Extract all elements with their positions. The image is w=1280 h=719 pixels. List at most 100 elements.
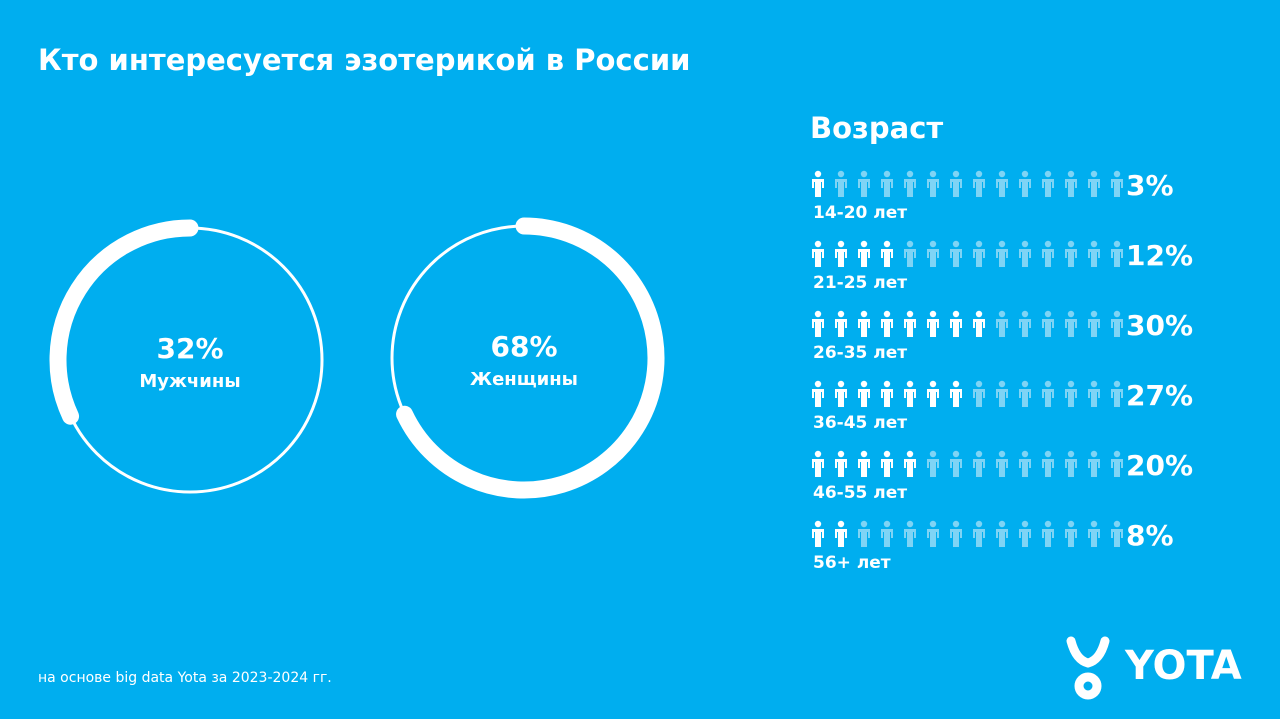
person-icon-head xyxy=(998,450,1006,458)
person-icon-body xyxy=(1042,249,1054,267)
person-icon-head xyxy=(998,240,1006,248)
person-icon-body xyxy=(950,459,962,477)
person-icon-head xyxy=(1044,170,1052,178)
person-icon-body xyxy=(973,179,985,197)
person-icon-body xyxy=(1111,249,1123,267)
page-title: Кто интересуется эзотерикой в России xyxy=(38,43,690,77)
person-icon-head xyxy=(975,380,983,388)
person-icon-body xyxy=(996,179,1008,197)
person-icon-body xyxy=(812,249,824,267)
person-icon-body xyxy=(812,389,824,407)
person-icon-body xyxy=(812,179,824,197)
person-icon-head xyxy=(1021,380,1029,388)
person-icon-body xyxy=(904,529,916,547)
person-icon-body xyxy=(1019,529,1031,547)
person-icon-body xyxy=(1111,529,1123,547)
person-icon-body xyxy=(904,249,916,267)
person-icon-head xyxy=(1021,450,1029,458)
person-icon-body xyxy=(812,319,824,337)
person-icon-body xyxy=(996,529,1008,547)
age-label: 46-55 лет xyxy=(813,483,907,503)
person-icon-head xyxy=(814,240,822,248)
age-label: 14-20 лет xyxy=(813,203,907,223)
person-icon-body xyxy=(1042,179,1054,197)
person-icon-head xyxy=(929,170,937,178)
person-icon-head xyxy=(998,380,1006,388)
person-icon-head xyxy=(837,240,845,248)
person-icon-head xyxy=(1090,240,1098,248)
person-icon-body xyxy=(1019,389,1031,407)
person-icon-body xyxy=(858,249,870,267)
person-icon-head xyxy=(906,240,914,248)
person-icon-body xyxy=(812,529,824,547)
person-icon-head xyxy=(929,380,937,388)
person-icon-head xyxy=(929,310,937,318)
person-icon-head xyxy=(1090,450,1098,458)
person-icon-body xyxy=(835,459,847,477)
person-icon-body xyxy=(950,179,962,197)
donut-value-label: 68% xyxy=(490,330,557,363)
person-icon-body xyxy=(1065,319,1077,337)
person-icon-head xyxy=(952,520,960,528)
person-icon-head xyxy=(906,520,914,528)
age-label: 21-25 лет xyxy=(813,273,907,293)
person-icon-body xyxy=(1111,319,1123,337)
person-icon-head xyxy=(1021,240,1029,248)
person-icon-head xyxy=(1067,520,1075,528)
person-icon-head xyxy=(1090,520,1098,528)
person-icon-body xyxy=(1019,319,1031,337)
person-icon-head xyxy=(952,450,960,458)
person-icon-head xyxy=(929,450,937,458)
person-icon-head xyxy=(860,520,868,528)
person-icon-body xyxy=(996,249,1008,267)
person-icon-body xyxy=(1088,459,1100,477)
person-icon-head xyxy=(814,380,822,388)
person-icon-head xyxy=(883,520,891,528)
person-icon-head xyxy=(906,450,914,458)
person-icon-body xyxy=(1019,459,1031,477)
person-icon-body xyxy=(996,459,1008,477)
person-icon-body xyxy=(1088,389,1100,407)
person-icon-body xyxy=(904,319,916,337)
person-icon-body xyxy=(950,319,962,337)
person-icon-body xyxy=(858,389,870,407)
person-icon-body xyxy=(973,529,985,547)
person-icon-body xyxy=(996,319,1008,337)
person-icon-body xyxy=(1065,179,1077,197)
person-icon-head xyxy=(975,520,983,528)
person-icon-head xyxy=(1044,310,1052,318)
person-icon-head xyxy=(906,170,914,178)
person-icon-head xyxy=(906,380,914,388)
person-icon-head xyxy=(883,450,891,458)
percent-label: 30% xyxy=(1126,309,1193,342)
icon-row xyxy=(812,380,1123,407)
person-icon-head xyxy=(860,380,868,388)
person-icon-head xyxy=(906,310,914,318)
person-icon-head xyxy=(1113,380,1121,388)
person-icon-head xyxy=(1113,170,1121,178)
person-icon-head xyxy=(860,310,868,318)
person-icon-head xyxy=(998,310,1006,318)
person-icon-head xyxy=(883,170,891,178)
person-icon-head xyxy=(952,240,960,248)
person-icon-head xyxy=(1067,380,1075,388)
person-icon-head xyxy=(1113,450,1121,458)
person-icon-body xyxy=(881,529,893,547)
person-icon-head xyxy=(975,450,983,458)
person-icon-head xyxy=(883,310,891,318)
person-icon-body xyxy=(835,389,847,407)
logo-text: YOTA xyxy=(1124,643,1242,689)
person-icon-body xyxy=(1065,459,1077,477)
person-icon-head xyxy=(1021,520,1029,528)
person-icon-body xyxy=(1088,319,1100,337)
person-icon-head xyxy=(1044,520,1052,528)
person-icon-body xyxy=(1042,319,1054,337)
percent-label: 20% xyxy=(1126,449,1193,482)
person-icon-head xyxy=(837,450,845,458)
person-icon-body xyxy=(927,179,939,197)
percent-label: 8% xyxy=(1126,519,1174,552)
donut-arc xyxy=(49,219,199,425)
donut-arc xyxy=(396,217,665,499)
